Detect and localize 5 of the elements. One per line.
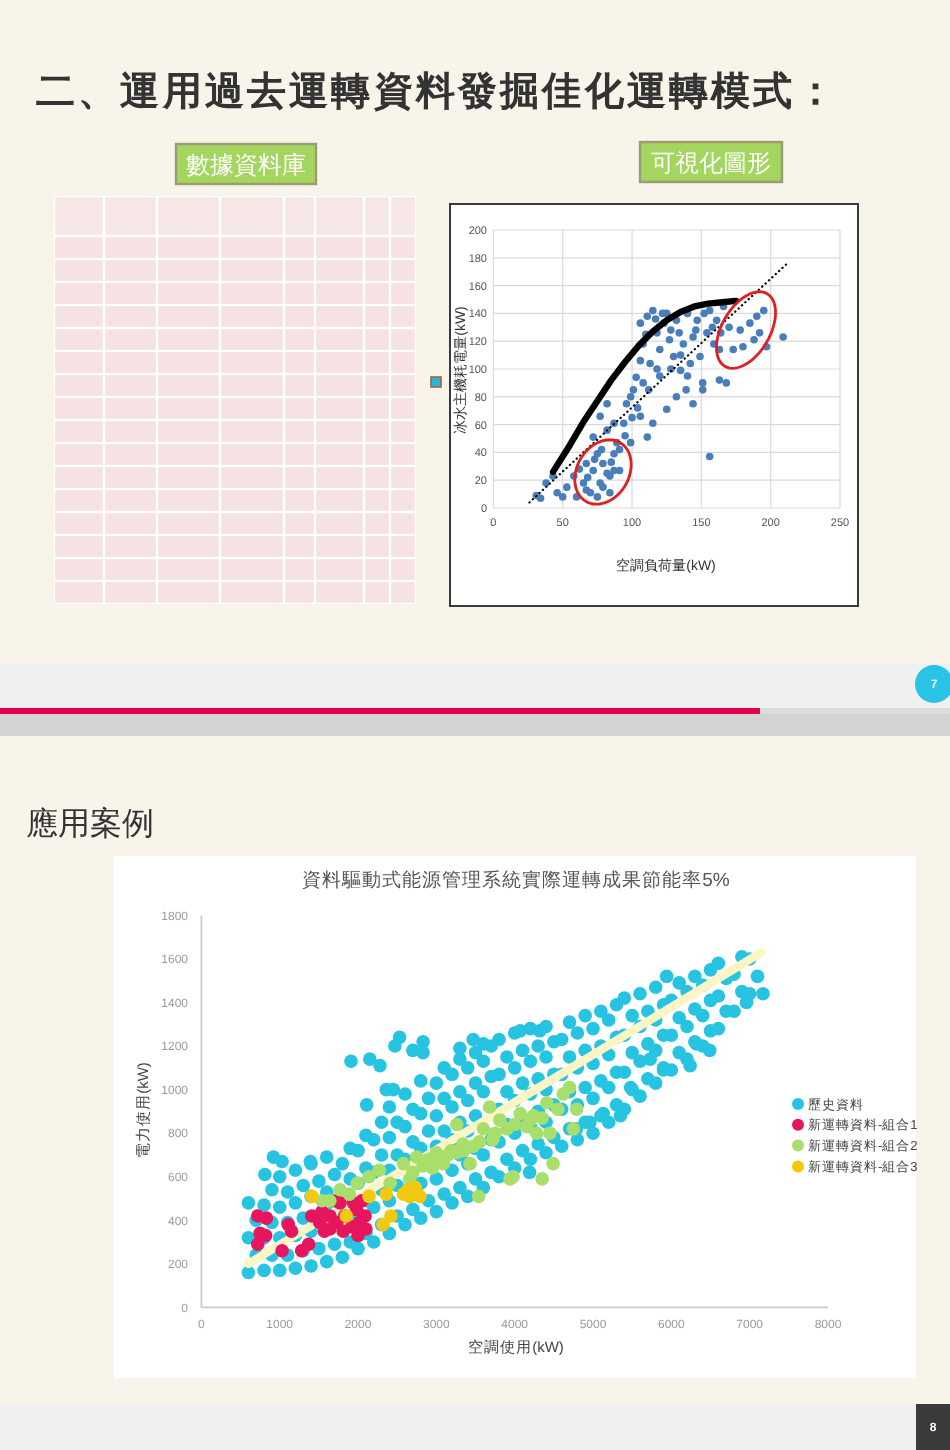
text: 應用案例: [26, 806, 154, 842]
chart-title: 可視化圖形: [651, 148, 771, 177]
text: 二、運用過去運轉資料發掘佳化運轉模式：: [36, 70, 838, 114]
chart-title: 資料驅動式能源管理系統實際運轉成果節能率5%: [302, 868, 731, 892]
text: 數據資料庫: [186, 150, 306, 179]
